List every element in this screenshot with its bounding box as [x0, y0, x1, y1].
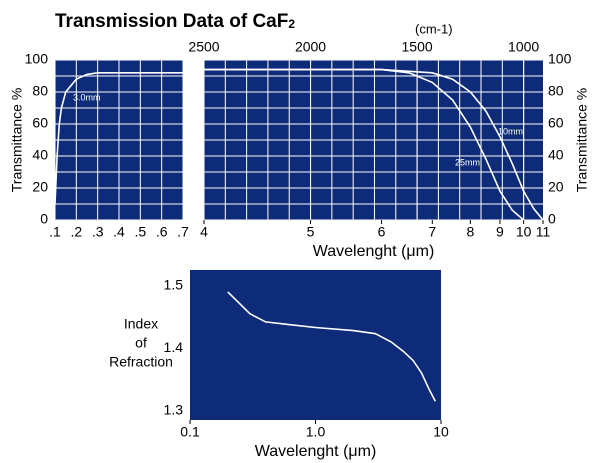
x2-tick-label: 1500 [402, 39, 433, 55]
x-tick-label: 8 [466, 224, 474, 240]
x-tick-label: .3 [92, 224, 104, 240]
x-tick-label: 10 [433, 424, 449, 440]
y-tick-label: 1.5 [164, 276, 184, 292]
y-tick-label: 1.4 [164, 339, 184, 355]
y-tick-label: 0 [548, 211, 556, 227]
y-tick-label: 20 [548, 179, 564, 195]
y-tick-label: 60 [548, 115, 564, 131]
x-tick-label: 4 [200, 224, 208, 240]
y-tick-label: 80 [32, 83, 48, 99]
y-axis-label: Transmittance % [574, 88, 590, 193]
x-tick-label: .1 [49, 224, 61, 240]
y-axis-label: Index [124, 316, 158, 332]
x2-tick-label: 2500 [188, 39, 219, 55]
x2-tick-label: 1000 [508, 39, 539, 55]
x-tick-label: 0.1 [180, 424, 200, 440]
y-tick-label: 20 [32, 179, 48, 195]
data-line [54, 72, 183, 205]
y-tick-label: 0 [40, 211, 48, 227]
data-line [204, 68, 544, 221]
title-subscript: 2 [288, 17, 295, 31]
x-tick-label: 7 [428, 224, 436, 240]
y-tick-label: 60 [32, 115, 48, 131]
y-axis-label: Transmittance % [9, 88, 25, 193]
y-axis-label: of [135, 335, 147, 351]
x-tick-label: .7 [177, 224, 189, 240]
series-label: 10mm [498, 126, 523, 136]
y-tick-label: 80 [548, 83, 564, 99]
x2-tick-label: 2000 [295, 39, 326, 55]
y-tick-label: 100 [25, 51, 49, 67]
x-tick-label: 9 [496, 224, 504, 240]
x-tick-label: 6 [378, 224, 386, 240]
x-tick-label: 11 [536, 224, 551, 240]
y-tick-label: 1.3 [164, 401, 184, 417]
x-tick-label: .4 [113, 224, 125, 240]
y-tick-label: 40 [32, 147, 48, 163]
x-tick-label: .2 [70, 224, 82, 240]
x-tick-label: 1.0 [306, 424, 326, 440]
chart-title: Transmission Data of CaF2 [55, 11, 295, 32]
y-tick-label: 40 [548, 147, 564, 163]
x-tick-label: 10 [516, 224, 532, 240]
x-axis-label: Wavelenght (μm) [313, 243, 435, 260]
series-label: 3.0mm [73, 92, 101, 102]
series-label: 25mm [455, 157, 480, 167]
x-tick-label: .6 [156, 224, 168, 240]
y-axis-label: Refraction [109, 354, 173, 370]
x2-axis-label: (cm-1) [415, 21, 453, 36]
x-tick-label: 5 [307, 224, 315, 240]
data-line [204, 68, 525, 221]
data-line [227, 291, 437, 402]
title-main: Transmission Data of CaF [55, 11, 288, 32]
x-tick-label: .5 [134, 224, 146, 240]
x-axis-label: Wavelenght (μm) [255, 443, 377, 460]
y-tick-label: 100 [548, 51, 572, 67]
